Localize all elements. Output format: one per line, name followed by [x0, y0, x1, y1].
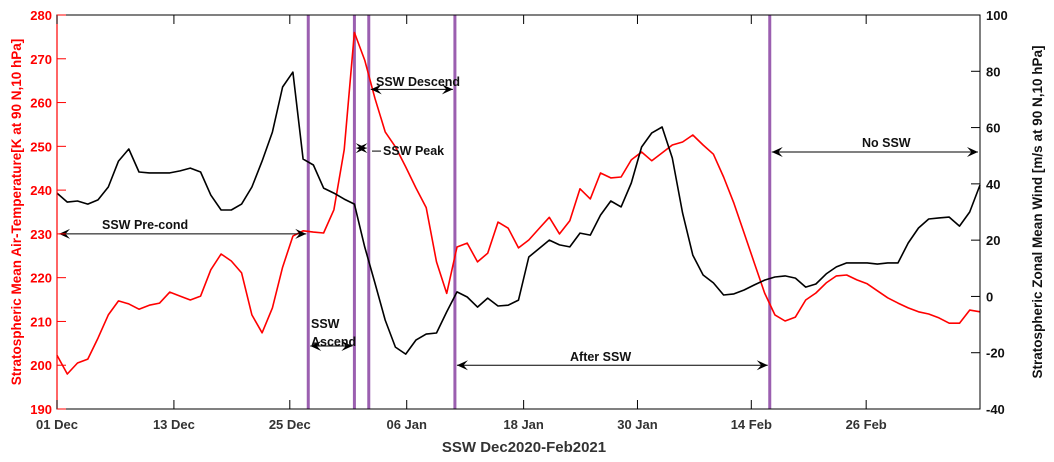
right-y-tick-label: -20	[986, 346, 1005, 361]
x-tick-label: 25 Dec	[269, 417, 311, 432]
left-y-tick-label: 270	[30, 52, 52, 67]
arrowhead	[341, 340, 353, 351]
left-y-tick-label: 200	[30, 358, 52, 373]
arrowhead	[967, 147, 978, 158]
left-y-tick-label: 210	[30, 314, 52, 329]
arrowhead	[310, 340, 322, 351]
left-y-tick-label: 230	[30, 227, 52, 242]
x-tick-label: 06 Jan	[386, 417, 427, 432]
left-y-tick-label: 280	[30, 8, 52, 23]
right-y-tick-label: 100	[986, 8, 1008, 23]
left-y-tick-label: 240	[30, 183, 52, 198]
annotation-peak: SSW Peak	[383, 144, 444, 158]
left-y-tick-label: 220	[30, 271, 52, 286]
annotation-after-ssw: After SSW	[570, 350, 631, 364]
plot-frame	[56, 14, 981, 410]
right-y-tick-label: -40	[986, 402, 1005, 417]
annotation-pre-cond: SSW Pre-cond	[102, 218, 188, 232]
arrowhead	[756, 360, 768, 371]
right-y-tick-label: 20	[986, 233, 1000, 248]
temperature-line	[56, 31, 981, 375]
wind-line	[56, 71, 981, 355]
left-y-tick-label: 250	[30, 139, 52, 154]
annotation-ascend-2: Ascend	[311, 335, 356, 349]
arrowhead	[441, 84, 453, 95]
right-y-tick-label: 40	[986, 177, 1000, 192]
left-y-tick-label: 260	[30, 96, 52, 111]
x-tick-label: 14 Feb	[731, 417, 772, 432]
arrowhead	[355, 143, 367, 154]
right-axis-label: Stratospheric Zonal Mean Wind [m/s at 90…	[1030, 46, 1045, 379]
x-tick-label: 30 Jan	[617, 417, 658, 432]
x-tick-label: 26 Feb	[846, 417, 887, 432]
x-axis-label: SSW Dec2020-Feb2021	[442, 439, 606, 456]
x-tick-label: 18 Jan	[503, 417, 544, 432]
right-y-tick-label: 60	[986, 121, 1000, 136]
arrowhead	[771, 147, 783, 158]
arrowhead	[456, 360, 468, 371]
x-tick-label: 13 Dec	[153, 417, 195, 432]
annotation-descend: SSW Descend	[376, 75, 460, 89]
right-y-tick-label: 0	[986, 289, 993, 304]
left-y-tick-label: 190	[30, 402, 52, 417]
x-tick-label: 01 Dec	[36, 417, 78, 432]
arrowhead	[370, 84, 382, 95]
arrowhead	[295, 228, 307, 239]
left-axis-label: Stratospheric Mean Air-Temperature[K at …	[9, 39, 24, 386]
annotation-no-ssw: No SSW	[862, 136, 911, 150]
right-y-tick-label: 80	[986, 64, 1000, 79]
annotation-ascend-1: SSW	[311, 317, 340, 331]
